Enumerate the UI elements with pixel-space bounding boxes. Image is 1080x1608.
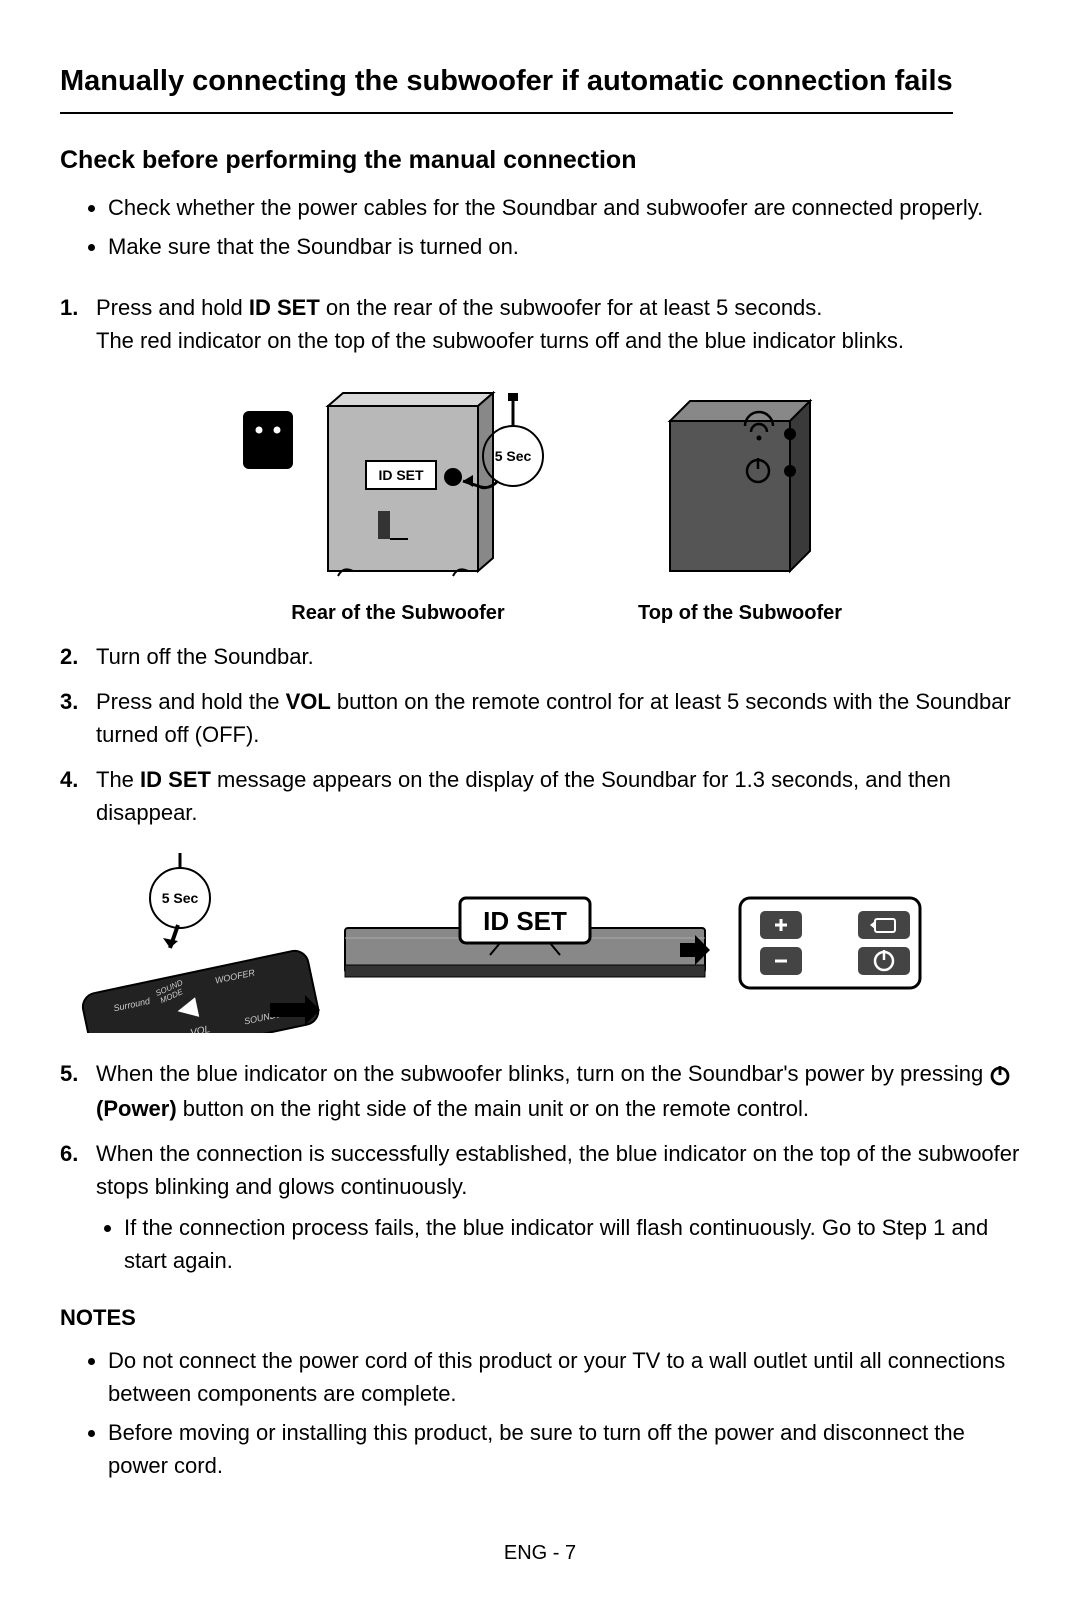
check-bullet-2: Make sure that the Soundbar is turned on… bbox=[108, 230, 1020, 263]
soundbar-buttons-illustration bbox=[730, 883, 930, 1003]
note-1: Do not connect the power cord of this pr… bbox=[108, 1344, 1020, 1410]
step-1-text-prefix: Press and hold bbox=[96, 295, 249, 320]
step-1-text-suffix: on the rear of the subwoofer for at leas… bbox=[320, 295, 823, 320]
top-subwoofer-illustration bbox=[640, 381, 840, 581]
page-title: Manually connecting the subwoofer if aut… bbox=[60, 60, 953, 114]
step-4: 4. The ID SET message appears on the dis… bbox=[60, 763, 1020, 829]
power-icon bbox=[989, 1059, 1011, 1092]
soundbar-display-illustration: ID SET bbox=[340, 893, 710, 993]
step-5-bold: (Power) bbox=[96, 1096, 177, 1121]
step-3-bold: VOL bbox=[286, 689, 331, 714]
step-3-prefix: Press and hold the bbox=[96, 689, 286, 714]
steps-list-cont2: 5. When the blue indicator on the subwoo… bbox=[60, 1057, 1020, 1277]
step-6-text: When the connection is successfully esta… bbox=[96, 1141, 1019, 1199]
step-2-number: 2. bbox=[60, 640, 96, 673]
note-2: Before moving or installing this product… bbox=[108, 1416, 1020, 1482]
svg-text:5 Sec: 5 Sec bbox=[162, 890, 199, 906]
svg-text:5 Sec: 5 Sec bbox=[495, 448, 532, 464]
step-2-text: Turn off the Soundbar. bbox=[96, 640, 1020, 673]
remote-illustration: 5 Sec Surround SOUND MODE WOOFER VOL SOU… bbox=[60, 853, 320, 1033]
step-3: 3. Press and hold the VOL button on the … bbox=[60, 685, 1020, 751]
step-3-number: 3. bbox=[60, 685, 96, 751]
check-bullet-list: Check whether the power cables for the S… bbox=[60, 191, 1020, 263]
step-1: 1. Press and hold ID SET on the rear of … bbox=[60, 291, 1020, 357]
step-1-bold: ID SET bbox=[249, 295, 320, 320]
section-subtitle: Check before performing the manual conne… bbox=[60, 142, 1020, 180]
diagram-top-block: Top of the Subwoofer bbox=[638, 381, 842, 628]
step-1-number: 1. bbox=[60, 291, 96, 357]
step-4-number: 4. bbox=[60, 763, 96, 829]
step-2: 2. Turn off the Soundbar. bbox=[60, 640, 1020, 673]
notes-heading: NOTES bbox=[60, 1301, 1020, 1334]
rear-label: Rear of the Subwoofer bbox=[238, 598, 558, 628]
top-label: Top of the Subwoofer bbox=[638, 598, 842, 628]
diagram-rear-block: ID SET 5 Sec Rear of the Subwoofer bbox=[238, 381, 558, 628]
steps-list: 1. Press and hold ID SET on the rear of … bbox=[60, 291, 1020, 357]
steps-list-cont: 2. Turn off the Soundbar. 3. Press and h… bbox=[60, 640, 1020, 829]
step-1-line2: The red indicator on the top of the subw… bbox=[96, 324, 1020, 357]
notes-list: Do not connect the power cord of this pr… bbox=[60, 1344, 1020, 1482]
step-5-number: 5. bbox=[60, 1057, 96, 1125]
step-5-prefix: When the blue indicator on the subwoofer… bbox=[96, 1061, 989, 1086]
svg-text:ID SET: ID SET bbox=[483, 906, 567, 936]
svg-text:ID SET: ID SET bbox=[378, 467, 424, 483]
step-6: 6. When the connection is successfully e… bbox=[60, 1137, 1020, 1277]
step-4-bold: ID SET bbox=[140, 767, 211, 792]
step-5-suffix: button on the right side of the main uni… bbox=[177, 1096, 809, 1121]
step-4-suffix: message appears on the display of the So… bbox=[96, 767, 951, 825]
step-6-sub-bullet: If the connection process fails, the blu… bbox=[124, 1211, 1020, 1277]
step-5: 5. When the blue indicator on the subwoo… bbox=[60, 1057, 1020, 1125]
diagram-subwoofer-row: ID SET 5 Sec Rear of the Subwoofer bbox=[60, 381, 1020, 628]
check-bullet-1: Check whether the power cables for the S… bbox=[108, 191, 1020, 224]
rear-subwoofer-illustration: ID SET 5 Sec bbox=[238, 381, 558, 581]
step-4-prefix: The bbox=[96, 767, 140, 792]
page-footer: ENG - 7 bbox=[60, 1538, 1020, 1568]
diagram-remote-row: 5 Sec Surround SOUND MODE WOOFER VOL SOU… bbox=[60, 853, 1020, 1033]
step-6-number: 6. bbox=[60, 1137, 96, 1277]
